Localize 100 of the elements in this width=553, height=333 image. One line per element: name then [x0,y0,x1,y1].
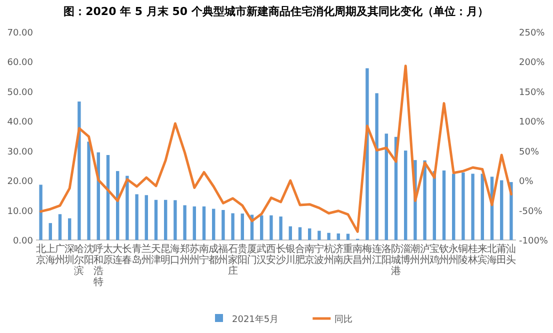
bar [106,155,110,240]
x-tick-label: 石家庄 [228,244,238,277]
x-tick-label: 长沙 [276,243,286,266]
x-tick-label: 铜陵 [457,244,468,266]
x-tick-label: 福州 [218,243,228,266]
legend-label: 同比 [334,314,353,325]
y2-tick-label: 0% [519,177,534,188]
x-tick-label: 海口 [170,243,180,266]
bar [212,208,216,240]
x-tick-label: 宝鸡 [428,243,440,266]
bar [423,160,426,240]
x-tick-label: 永州 [448,243,459,266]
x-tick-label: 长春 [122,243,132,266]
x-tick-label: 南宁 [199,243,209,266]
bar [183,205,186,240]
x-tick-label: 洛阳 [381,243,392,266]
bar [202,206,206,240]
y-tick-label: 60.00 [7,58,34,68]
bar [135,194,138,240]
x-tick-label: 莆田 [496,243,507,266]
bar [471,174,474,240]
x-tick-label: 泸州 [420,243,430,266]
x-tick-label: 天津 [151,244,161,266]
chart-title: 图：2020 年 5 月末 50 个典型城市新建商品住宅消化周期及其同比变化（单位：月） [64,5,488,18]
x-tick-label: 广州 [55,243,65,266]
x-tick-label: 重庆 [343,243,353,266]
x-tick-label: 昆明 [160,244,171,266]
bar [279,216,282,240]
x-tick-label: 上海 [45,243,56,266]
bar [308,228,312,240]
x-tick-label: 北海 [487,243,497,266]
x-tick-label: 钦州 [438,244,449,266]
y2-tick-label: 200% [519,58,546,68]
bar [222,210,225,240]
legend-label: 2021年5月 [232,314,279,325]
x-tick-label: 济南 [333,243,344,266]
bar [174,200,177,240]
x-tick-label: 杭州 [322,243,334,266]
x-tick-label: 连江 [372,243,382,266]
bar [500,180,504,240]
x-tick-label: 太原 [103,243,113,266]
x-tick-label: 南昌 [352,243,363,266]
x-tick-label: 潮州 [410,243,420,266]
y-tick-label: 20.00 [7,177,34,188]
x-tick-label: 防城港 [390,243,401,277]
bar [78,102,81,240]
bar [327,232,330,240]
x-tick-label: 南京 [304,243,315,266]
x-tick-label: 苏州 [189,243,200,266]
bar [164,200,168,240]
y2-tick-label: 150% [519,88,546,98]
x-tick-label: 淄博 [400,243,411,266]
bar [375,93,378,240]
bar [231,213,234,240]
x-tick-label: 桂林 [466,243,478,266]
bar [260,215,264,240]
y2-tick-label: 100% [519,118,546,128]
y2-tick-label: -100% [519,236,548,246]
bar [48,223,52,240]
x-tick-label: 哈尔滨 [74,243,84,277]
y2-tick-label: -50% [519,206,543,217]
bar [298,227,302,240]
x-tick-label: 深圳 [64,243,75,266]
x-tick-label: 合肥 [295,243,305,266]
x-tick-label: 宁波 [314,243,324,266]
y-tick-label: 70.00 [7,28,34,38]
y2-tick-label: 250% [519,28,546,38]
y-tick-label: 0.00 [12,236,34,246]
y-tick-label: 50.00 [7,88,34,98]
x-tick-label: 来宾 [477,243,488,266]
bar [68,218,72,240]
x-tick-label: 成都 [208,243,219,266]
bar [318,230,321,240]
bar [240,214,244,240]
bar [452,174,456,240]
bar [270,215,273,240]
bar [510,182,513,240]
bar [288,226,292,240]
y-tick-label: 40.00 [7,118,34,128]
bar [404,150,408,240]
bar [126,176,129,240]
bar [87,142,90,240]
bar [442,170,446,240]
x-tick-label: 汕头 [506,243,516,266]
bar [39,184,42,240]
x-tick-label: 梅州 [361,243,372,266]
bar [346,234,350,240]
bar [154,200,158,240]
x-tick-label: 贵阳 [237,243,248,266]
x-tick-label: 呼和浩特 [93,243,104,288]
x-tick-label: 北京 [36,243,46,266]
y-tick-label: 30.00 [7,147,34,158]
y2-tick-label: 50% [519,147,540,158]
x-tick-label: 西安 [266,244,276,266]
bar [192,206,196,240]
bar [336,233,340,240]
bar [480,174,484,240]
bar [144,195,148,240]
x-tick-label: 沈阳 [84,243,94,266]
line-series [40,64,512,233]
